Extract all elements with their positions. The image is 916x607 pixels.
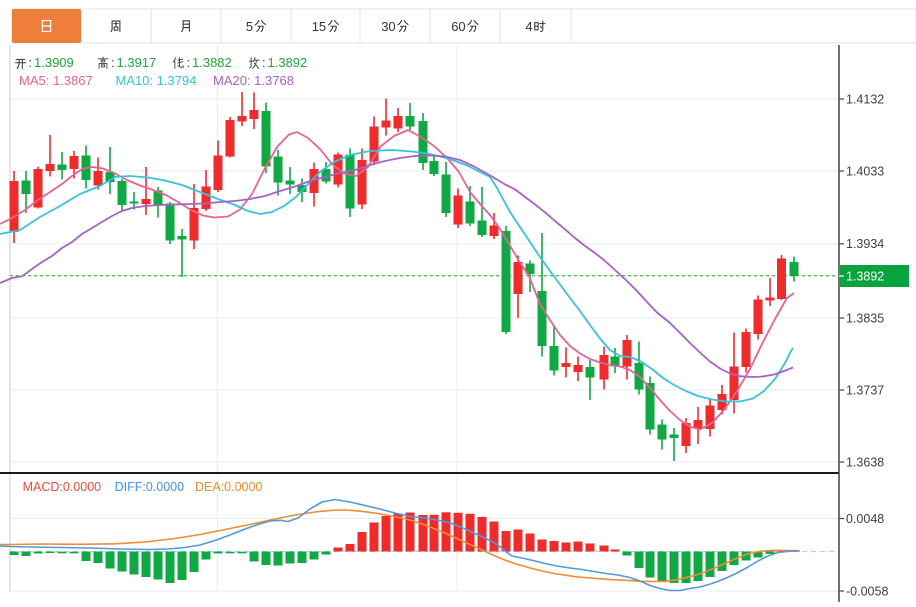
svg-text:0.0048: 0.0048 bbox=[846, 512, 884, 526]
svg-text:4: 4 bbox=[525, 19, 532, 34]
svg-text:15: 15 bbox=[312, 19, 326, 34]
svg-text:1.4132: 1.4132 bbox=[846, 92, 884, 106]
svg-text:1.3892: 1.3892 bbox=[846, 269, 884, 283]
svg-text:1.3934: 1.3934 bbox=[846, 237, 884, 251]
svg-text:DEA:0.0000: DEA:0.0000 bbox=[195, 480, 262, 494]
svg-text:1.3835: 1.3835 bbox=[846, 311, 884, 325]
svg-text:1.4033: 1.4033 bbox=[846, 164, 884, 178]
svg-text:1.3737: 1.3737 bbox=[846, 383, 884, 397]
svg-text:1.3917: 1.3917 bbox=[117, 55, 157, 70]
svg-text::: : bbox=[187, 55, 191, 70]
svg-text:MA5: 1.3867: MA5: 1.3867 bbox=[19, 73, 93, 88]
svg-text:MACD:0.0000: MACD:0.0000 bbox=[23, 480, 102, 494]
svg-text:1.3882: 1.3882 bbox=[192, 55, 232, 70]
svg-text::: : bbox=[111, 55, 115, 70]
svg-text:DIFF:0.0000: DIFF:0.0000 bbox=[115, 480, 185, 494]
svg-text::: : bbox=[262, 55, 266, 70]
svg-text:1.3892: 1.3892 bbox=[268, 55, 308, 70]
svg-text:1.3638: 1.3638 bbox=[846, 455, 884, 469]
svg-text:MA10: 1.3794: MA10: 1.3794 bbox=[116, 73, 197, 88]
svg-text:1.3909: 1.3909 bbox=[34, 55, 74, 70]
svg-text::: : bbox=[29, 55, 33, 70]
svg-text:MA20: 1.3768: MA20: 1.3768 bbox=[213, 73, 294, 88]
svg-text:60: 60 bbox=[451, 19, 465, 34]
svg-text:-0.0058: -0.0058 bbox=[846, 584, 888, 598]
svg-text:5: 5 bbox=[246, 19, 253, 34]
svg-text:30: 30 bbox=[381, 19, 395, 34]
